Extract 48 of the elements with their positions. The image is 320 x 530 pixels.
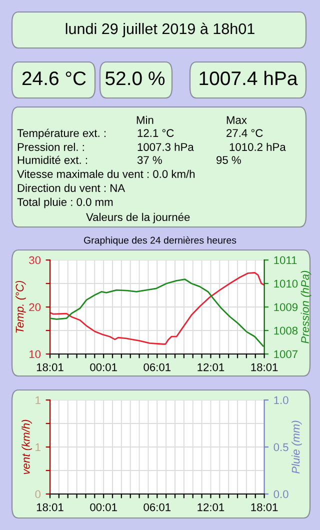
text: lundi 29 juillet 2019 à 18h01	[66, 22, 254, 38]
x-tick-label: 18:01	[36, 503, 64, 512]
text: Vitesse maximale du vent : 0.0 km/h	[17, 170, 195, 178]
text: 95 %	[216, 156, 241, 164]
text: 52.0 %	[106, 71, 165, 86]
x-tick-label: 18:01	[36, 363, 64, 372]
y2-tick-label: 0.0	[274, 490, 288, 498]
x-tick-label: 06:01	[144, 503, 171, 512]
text: Humidité ext. :	[18, 156, 87, 164]
y2-tick-label: 1008	[274, 326, 298, 335]
y2-tick-label: 1007	[274, 350, 298, 358]
text: 1007.4 hPa	[200, 70, 298, 86]
y-axis-title: vent (km/h)	[22, 420, 32, 474]
y-tick-label: 1	[36, 396, 40, 404]
text: Max	[226, 116, 247, 124]
y2-axis-title: Pluie (mm)	[292, 420, 302, 474]
y2-tick-label: 1009	[274, 303, 298, 312]
text: Pression rel. :	[18, 142, 84, 151]
y-tick-label: 20	[29, 303, 41, 312]
text: 1010.2 hPa	[230, 142, 286, 151]
y2-tick-label: 1010	[274, 280, 298, 288]
x-tick-label: 18:01	[251, 363, 278, 372]
y-tick-label: 1	[36, 443, 40, 452]
y2-tick-label: 0.5	[274, 443, 288, 452]
x-tick-label: 12:01	[198, 503, 224, 512]
x-tick-label: 18:01	[251, 503, 278, 512]
text: 24.6 °C	[22, 71, 86, 86]
x-tick-label: 00:01	[90, 363, 117, 372]
x-tick-label: 12:01	[198, 363, 224, 372]
x-tick-label: 06:01	[144, 363, 171, 372]
x-tick-label: 00:01	[90, 503, 117, 512]
text: Valeurs de la journée	[86, 212, 190, 224]
y2-tick-label: 1011	[274, 256, 297, 264]
text: 1007.3 hPa	[138, 142, 194, 151]
y-tick-label: 10	[29, 350, 41, 358]
text: Direction du vent : NA	[18, 184, 126, 192]
y2-axis-title: Pression (hPa)	[300, 270, 312, 344]
text: Min	[136, 116, 154, 124]
text: Température ext. :	[17, 128, 106, 140]
text: 37 %	[137, 156, 162, 164]
chart-title: Graphique des 24 dernières heures	[84, 236, 236, 246]
text: 27.4 °C	[226, 129, 263, 137]
text: Total pluie : 0.0 mm	[17, 198, 113, 208]
y2-tick-label: 1.0	[274, 396, 288, 404]
y-axis-title: Temp. (°C)	[15, 280, 26, 333]
y-tick-label: 0	[35, 490, 41, 498]
y-tick-label: 30	[29, 256, 41, 264]
text: 12.1 °C	[138, 129, 174, 137]
